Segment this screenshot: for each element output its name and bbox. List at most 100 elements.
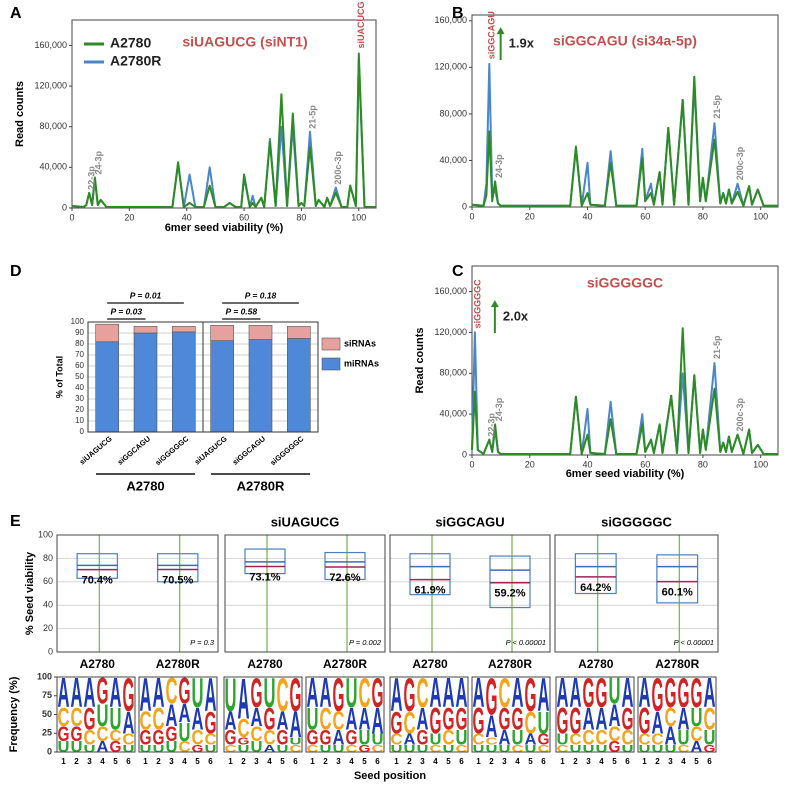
- y-tick-label: 20: [75, 405, 84, 414]
- logo-letter: A: [391, 669, 403, 721]
- logo-letter: G: [179, 671, 191, 711]
- p-value: P = 0.002: [349, 638, 382, 647]
- bar-segment: [133, 326, 158, 334]
- x-tick-label: 1: [476, 757, 481, 766]
- logo-letter: C: [307, 742, 319, 754]
- median-label: 59.2%: [494, 588, 525, 600]
- logo-letter: G: [609, 739, 621, 756]
- x-tick-label: 4: [100, 757, 105, 766]
- logo-letter: A: [512, 669, 524, 716]
- x-tick-label: 2: [156, 757, 161, 766]
- logo-letter: G: [691, 669, 703, 717]
- plot-frame: [138, 676, 218, 753]
- logo-letter: A: [359, 702, 371, 737]
- logo-letter: C: [346, 742, 358, 754]
- logo-letter: G: [473, 701, 485, 741]
- logo-letter: U: [622, 742, 634, 754]
- logo-letter: C: [652, 731, 664, 748]
- logo-letter: A: [179, 698, 191, 728]
- logo-letter: C: [404, 706, 416, 741]
- series-line: [71, 52, 376, 208]
- y-tick-label: 40,000: [439, 409, 467, 419]
- x-axis-label: 6mer seed viability (%): [165, 222, 284, 234]
- logo-letter: U: [359, 727, 371, 750]
- x-tick-label: siGGGGGC: [153, 434, 191, 468]
- x-tick-label: 0: [69, 212, 74, 222]
- logo-letter: C: [678, 742, 690, 754]
- logo-letter: G: [359, 742, 371, 754]
- logo-letter: A: [704, 669, 716, 716]
- plot-frame: [389, 676, 469, 753]
- logo-letter: G: [251, 669, 263, 717]
- y-tick-label: 0: [462, 449, 467, 459]
- fold-arrowhead: [490, 300, 499, 308]
- logo-letter: G: [652, 669, 664, 721]
- logo-letter: A: [110, 669, 122, 716]
- y-tick-label: 160,000: [434, 286, 467, 296]
- logo-letter: G: [596, 669, 608, 717]
- y-tick-label: 0: [80, 427, 85, 436]
- logo-letter: C: [277, 669, 289, 721]
- fold-arrowhead: [496, 27, 505, 35]
- logo-letter: C: [704, 702, 716, 737]
- bar-segment: [248, 339, 273, 433]
- median-label: 70.5%: [162, 574, 193, 586]
- x-tick-label: A2780R: [488, 657, 532, 671]
- group-label: A2780R: [237, 478, 285, 493]
- x-tick-label: 20: [525, 459, 535, 469]
- logo-letter: C: [205, 731, 217, 748]
- logo-letter: G: [166, 721, 178, 745]
- annotation: 22-3p: [487, 413, 497, 437]
- y-tick-label: 75: [42, 690, 52, 700]
- logo-letter: U: [166, 738, 178, 755]
- y-tick-label: 40,000: [39, 162, 67, 172]
- logo-letter: A: [205, 669, 217, 721]
- plot-frame: [223, 676, 303, 753]
- y-tick-label: 25: [42, 728, 52, 738]
- x-tick-label: 6: [208, 757, 213, 766]
- x-tick-label: 6: [625, 757, 630, 766]
- logo-letter: C: [238, 713, 250, 743]
- x-tick-label: 2: [573, 757, 578, 766]
- logo-letter: C: [499, 669, 511, 716]
- logo-letter: U: [123, 742, 135, 754]
- x-tick-label: A2780: [80, 657, 116, 671]
- logo-letter: G: [486, 668, 498, 726]
- logo-letter: U: [179, 717, 191, 747]
- logo-letter: G: [110, 739, 122, 756]
- x-tick-label: 6: [541, 757, 546, 766]
- logo-letter: A: [225, 706, 237, 736]
- chart-title: siUAGUCG: [271, 514, 340, 529]
- logo-letter: C: [473, 731, 485, 748]
- y-tick-label: 70: [75, 350, 84, 359]
- logo-letter: A: [456, 669, 468, 716]
- logo-letter: A: [251, 702, 263, 732]
- logo-letter: U: [652, 742, 664, 754]
- logo-letter: G: [443, 703, 455, 737]
- logo-letter: U: [570, 742, 582, 754]
- y-tick-label: 60: [75, 361, 84, 370]
- x-tick-label: siGGGGGC: [268, 434, 306, 468]
- logo-letter: G: [583, 669, 595, 717]
- y-tick-label: 0: [462, 201, 467, 211]
- logo-letter: C: [320, 702, 332, 737]
- logo-letter: A: [557, 669, 569, 716]
- panel-label: D: [10, 263, 22, 280]
- y-tick-label: 80,000: [439, 108, 467, 118]
- logo-letter: G: [678, 669, 690, 717]
- logo-letter: A: [443, 669, 455, 716]
- chart-title: siGGCAGU (si34a-5p): [553, 33, 697, 49]
- annotation: 21-5p: [712, 95, 722, 119]
- y-tick-label: 80,000: [39, 121, 67, 131]
- logo-letter: A: [153, 669, 165, 716]
- logo-letter: U: [320, 742, 332, 754]
- logo-letter: G: [320, 725, 332, 749]
- logo-letter: U: [391, 742, 403, 754]
- logo-letter: G: [570, 701, 582, 741]
- annotation: siGGCAGU: [487, 11, 497, 59]
- x-tick-label: A2780R: [655, 657, 699, 671]
- plot-frame: [555, 676, 635, 753]
- median-label: 73.1%: [249, 571, 280, 583]
- plot-frame: [56, 676, 136, 753]
- logo-letter: U: [192, 669, 204, 716]
